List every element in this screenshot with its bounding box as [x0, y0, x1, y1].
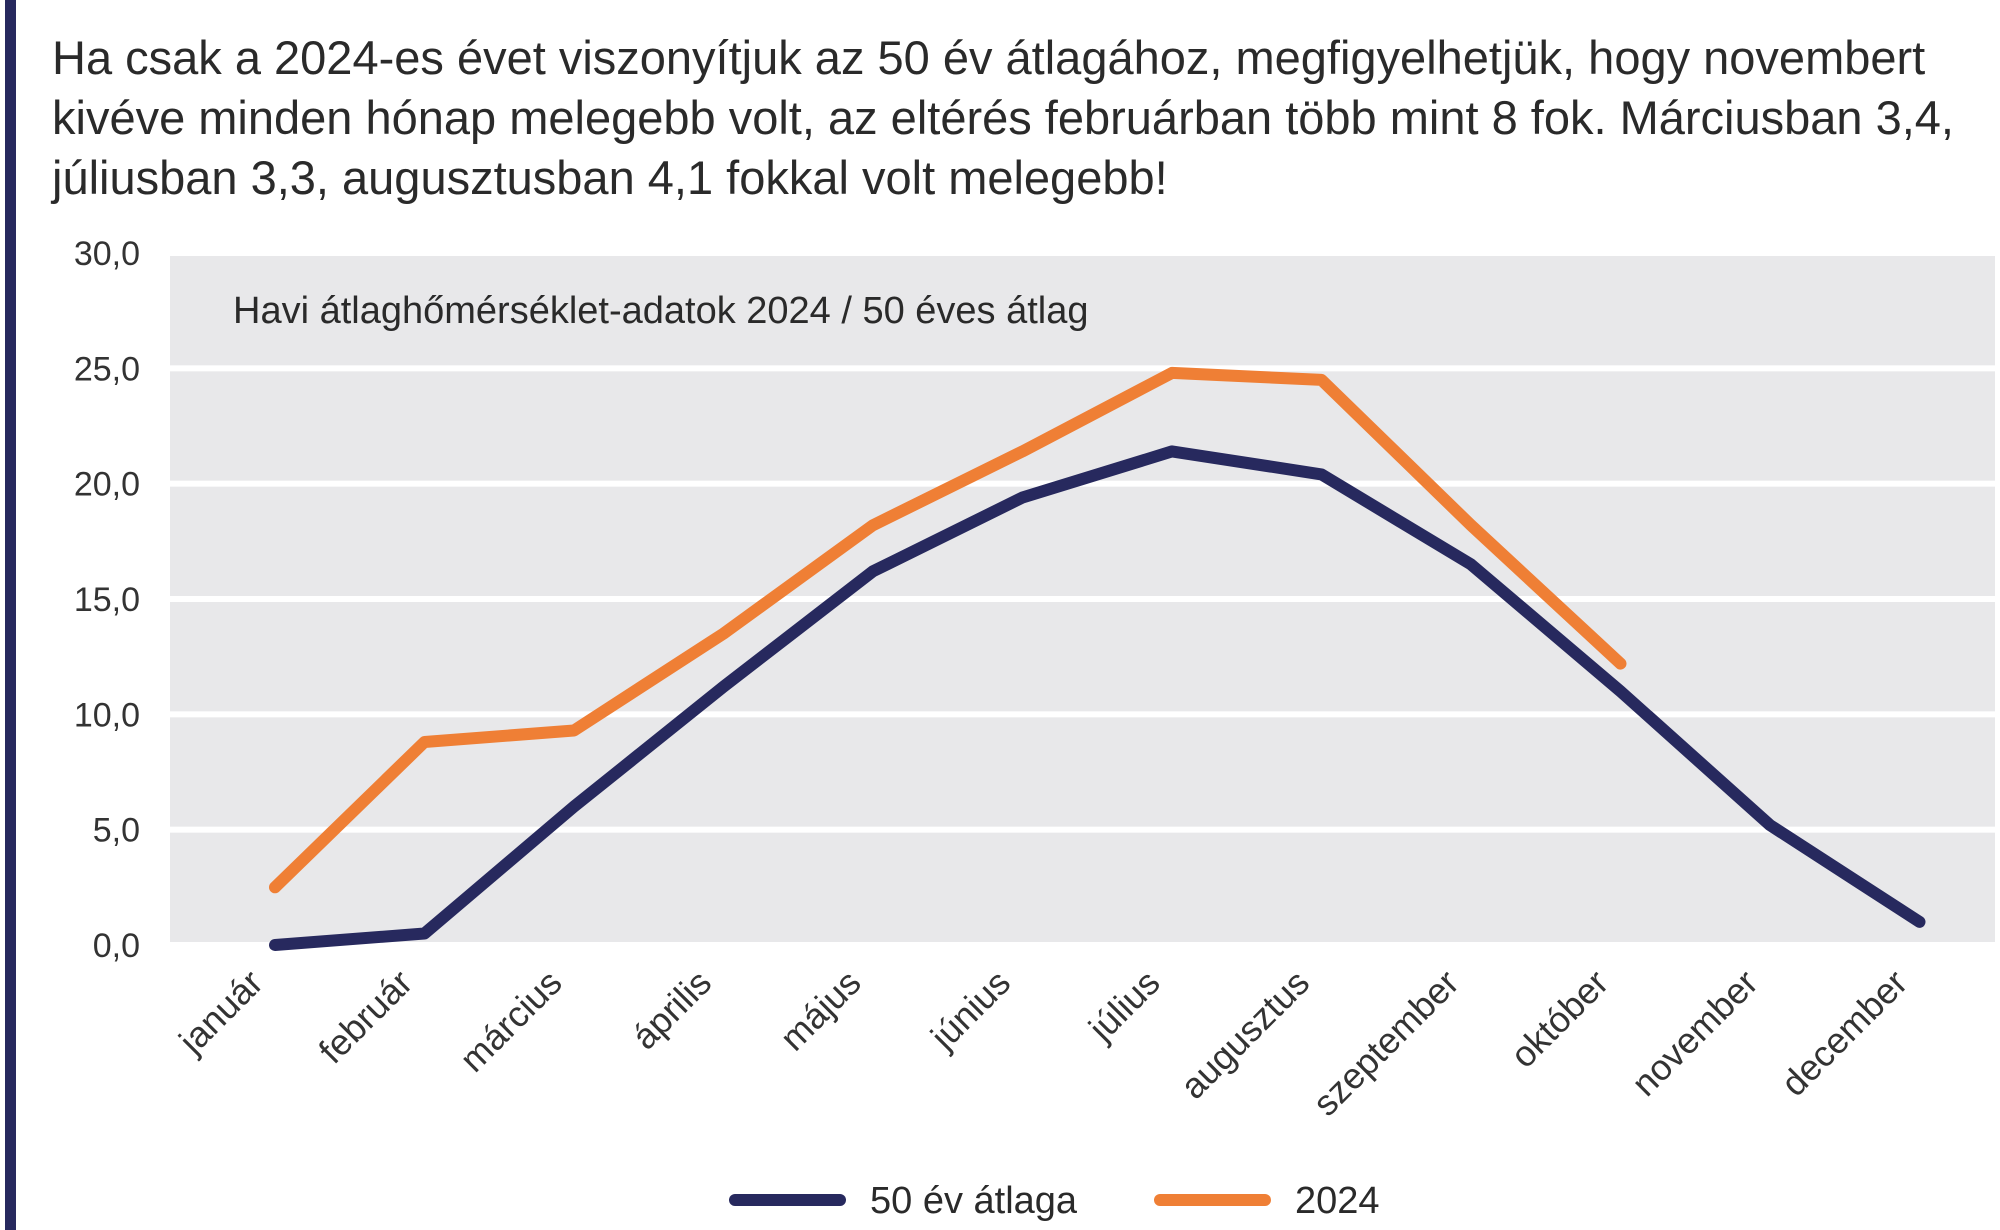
x-category-label: június: [922, 962, 1018, 1058]
series-lines: [269, 366, 1926, 951]
series-line: [269, 445, 1926, 951]
legend: 50 év átlaga 2024: [729, 1180, 1380, 1222]
legend-label: 2024: [1295, 1180, 1380, 1222]
plot-band: [170, 486, 1995, 596]
x-category-label: július: [1080, 962, 1168, 1050]
plot-band: [170, 256, 1995, 366]
y-tick-label: 10,0: [74, 696, 140, 734]
x-category-label: március: [452, 962, 570, 1080]
chart-title: Havi átlaghőmérséklet-adatok 2024 / 50 é…: [233, 290, 1089, 332]
x-category-label: február: [311, 962, 421, 1072]
plot-band: [170, 832, 1995, 942]
x-category-label: május: [772, 962, 869, 1059]
y-tick-label: 15,0: [74, 581, 140, 619]
x-category-label: szeptember: [1305, 962, 1467, 1124]
y-tick-label: 20,0: [74, 466, 140, 504]
x-category-label: január: [170, 962, 270, 1062]
plot-band: [170, 717, 1995, 827]
y-axis-tick-labels: 0,0 5,0 10,0 15,0 20,0 25,0 30,0: [74, 235, 140, 965]
series-line: [269, 366, 1627, 894]
headline-text: Ha csak a 2024-es évet viszonyítjuk az 5…: [52, 31, 1954, 204]
legend-label: 50 év átlaga: [870, 1180, 1078, 1222]
y-tick-label: 30,0: [74, 235, 140, 273]
x-category-label: október: [1502, 962, 1616, 1076]
x-category-label: augusztus: [1172, 962, 1317, 1107]
accent-bar: [5, 0, 16, 1230]
y-tick-label: 0,0: [93, 927, 140, 965]
x-category-label: december: [1773, 962, 1915, 1104]
y-tick-label: 5,0: [93, 812, 140, 850]
x-category-label: április: [624, 962, 719, 1057]
x-category-label: november: [1623, 962, 1765, 1104]
plot-band: [170, 602, 1995, 712]
x-axis-category-labels: január február március április május június jú…: [170, 962, 1915, 1124]
plot-bands: [170, 256, 1995, 942]
y-tick-label: 25,0: [74, 350, 140, 388]
